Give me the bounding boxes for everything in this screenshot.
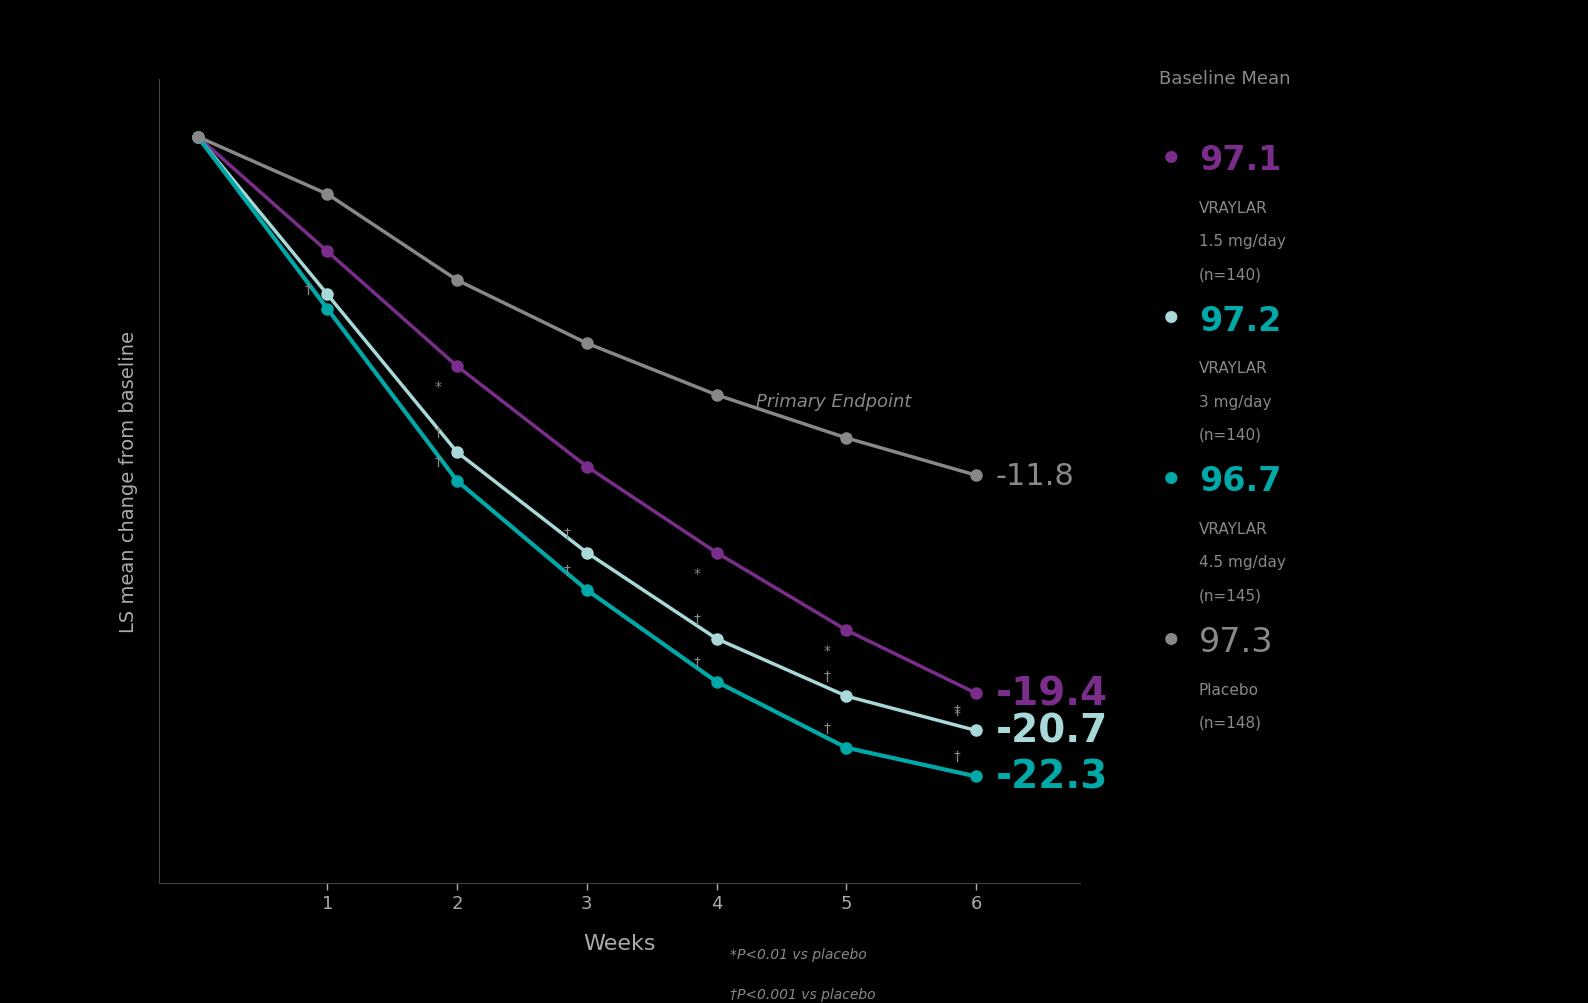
Text: *: * [953, 706, 961, 720]
Text: 4.5 mg/day: 4.5 mg/day [1199, 555, 1286, 570]
Text: •: • [1159, 300, 1185, 342]
Y-axis label: LS mean change from baseline: LS mean change from baseline [119, 331, 138, 632]
Text: -20.7: -20.7 [996, 712, 1108, 749]
Text: †: † [694, 655, 700, 669]
Text: Baseline Mean: Baseline Mean [1159, 70, 1291, 88]
Text: Placebo: Placebo [1199, 682, 1259, 697]
Text: †: † [953, 749, 961, 763]
Text: *: * [434, 380, 441, 394]
Text: -22.3: -22.3 [996, 757, 1108, 795]
Text: (n=148): (n=148) [1199, 715, 1262, 730]
Text: •: • [1159, 460, 1185, 503]
Text: 97.3: 97.3 [1199, 626, 1274, 658]
Text: *: * [694, 566, 700, 580]
Text: †: † [305, 283, 311, 297]
Text: -11.8: -11.8 [996, 461, 1075, 490]
Text: (n=140): (n=140) [1199, 267, 1262, 282]
Text: (n=140): (n=140) [1199, 427, 1262, 442]
Text: •: • [1159, 139, 1185, 182]
Text: †P<0.001 vs placebo: †P<0.001 vs placebo [730, 987, 875, 1001]
Text: 3 mg/day: 3 mg/day [1199, 394, 1272, 409]
Text: *P<0.01 vs placebo: *P<0.01 vs placebo [730, 947, 867, 961]
Text: VRAYLAR: VRAYLAR [1199, 201, 1267, 216]
Text: †: † [434, 454, 441, 468]
Text: †: † [564, 526, 570, 540]
Text: Primary Endpoint: Primary Endpoint [756, 392, 912, 410]
Text: VRAYLAR: VRAYLAR [1199, 361, 1267, 376]
Text: †: † [694, 612, 700, 626]
Text: †: † [564, 564, 570, 578]
X-axis label: Weeks: Weeks [583, 933, 656, 953]
Text: †: † [824, 721, 831, 735]
Text: †: † [953, 704, 961, 718]
Text: *: * [824, 644, 831, 658]
Text: 97.2: 97.2 [1199, 305, 1282, 337]
Text: 96.7: 96.7 [1199, 465, 1282, 497]
Text: (n=145): (n=145) [1199, 588, 1262, 603]
Text: †: † [434, 425, 441, 439]
Text: -19.4: -19.4 [996, 675, 1108, 712]
Text: 97.1: 97.1 [1199, 144, 1282, 177]
Text: •: • [1159, 621, 1185, 663]
Text: †: † [824, 669, 831, 683]
Text: VRAYLAR: VRAYLAR [1199, 522, 1267, 537]
Text: 1.5 mg/day: 1.5 mg/day [1199, 234, 1286, 249]
